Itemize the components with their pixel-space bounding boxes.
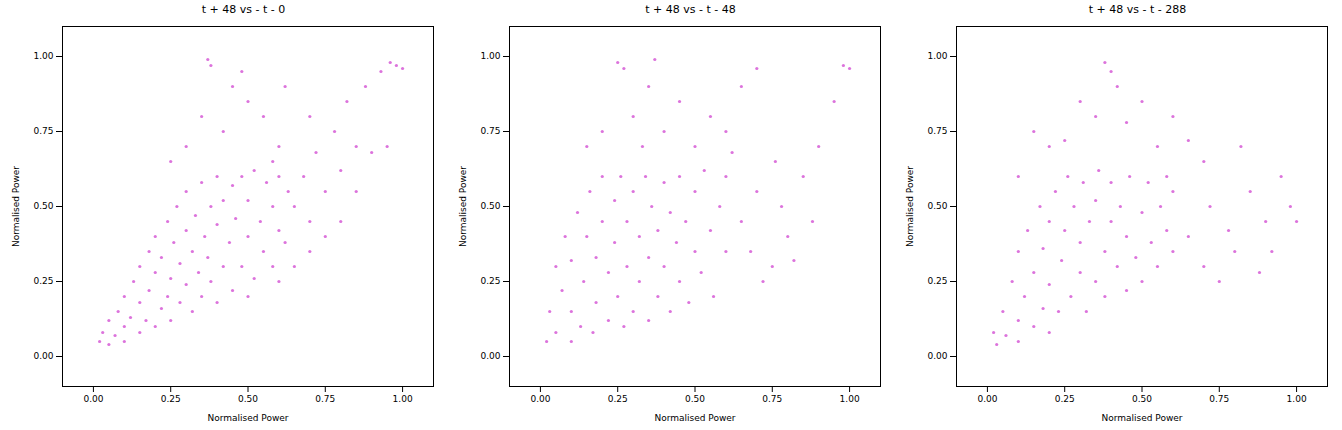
- svg-text:Normalised Power: Normalised Power: [458, 166, 468, 247]
- svg-text:0.75: 0.75: [480, 126, 500, 136]
- svg-text:1.00: 1.00: [840, 394, 860, 404]
- svg-text:0.25: 0.25: [927, 276, 947, 286]
- html-text:t + 48 vs - t - 288: t + 48 vs - t - 288: [1088, 3, 1187, 16]
- svg-text:0.00: 0.00: [480, 351, 500, 361]
- svg-text:1.00: 1.00: [1287, 394, 1307, 404]
- svg-text:0.75: 0.75: [1209, 394, 1229, 404]
- svg-text:0.25: 0.25: [161, 394, 181, 404]
- svg-text:0.00: 0.00: [83, 394, 103, 404]
- svg-text:1.00: 1.00: [927, 51, 947, 61]
- svg-text:0.50: 0.50: [1132, 394, 1152, 404]
- svg-text:0.50: 0.50: [33, 201, 53, 211]
- svg-text:0.75: 0.75: [927, 126, 947, 136]
- svg-text:0.50: 0.50: [685, 394, 705, 404]
- svg-text:0.50: 0.50: [480, 201, 500, 211]
- svg-text:0.25: 0.25: [608, 394, 628, 404]
- svg-text:0.50: 0.50: [927, 201, 947, 211]
- svg-text:0.00: 0.00: [977, 394, 997, 404]
- svg-text:Normalised Power: Normalised Power: [1101, 413, 1182, 423]
- svg-text:0.00: 0.00: [33, 351, 53, 361]
- svg-text:0.00: 0.00: [927, 351, 947, 361]
- svg-text:0.75: 0.75: [33, 126, 53, 136]
- svg-text:0.75: 0.75: [315, 394, 335, 404]
- html-text:t + 48 vs - t - 0: t + 48 vs - t - 0: [201, 3, 286, 16]
- svg-text:0.25: 0.25: [480, 276, 500, 286]
- svg-text:0.75: 0.75: [762, 394, 782, 404]
- svg-text:0.25: 0.25: [1055, 394, 1075, 404]
- svg-text:0.50: 0.50: [238, 394, 258, 404]
- svg-text:1.00: 1.00: [393, 394, 413, 404]
- svg-text:1.00: 1.00: [480, 51, 500, 61]
- svg-text:Normalised Power: Normalised Power: [654, 413, 735, 423]
- html-text:t + 48 vs - t - 48: t + 48 vs - t - 48: [645, 3, 736, 16]
- svg-text:Normalised Power: Normalised Power: [905, 166, 915, 247]
- svg-text:0.00: 0.00: [530, 394, 550, 404]
- svg-text:0.25: 0.25: [33, 276, 53, 286]
- svg-text:Normalised Power: Normalised Power: [11, 166, 21, 247]
- svg-text:1.00: 1.00: [33, 51, 53, 61]
- svg-text:Normalised Power: Normalised Power: [207, 413, 288, 423]
